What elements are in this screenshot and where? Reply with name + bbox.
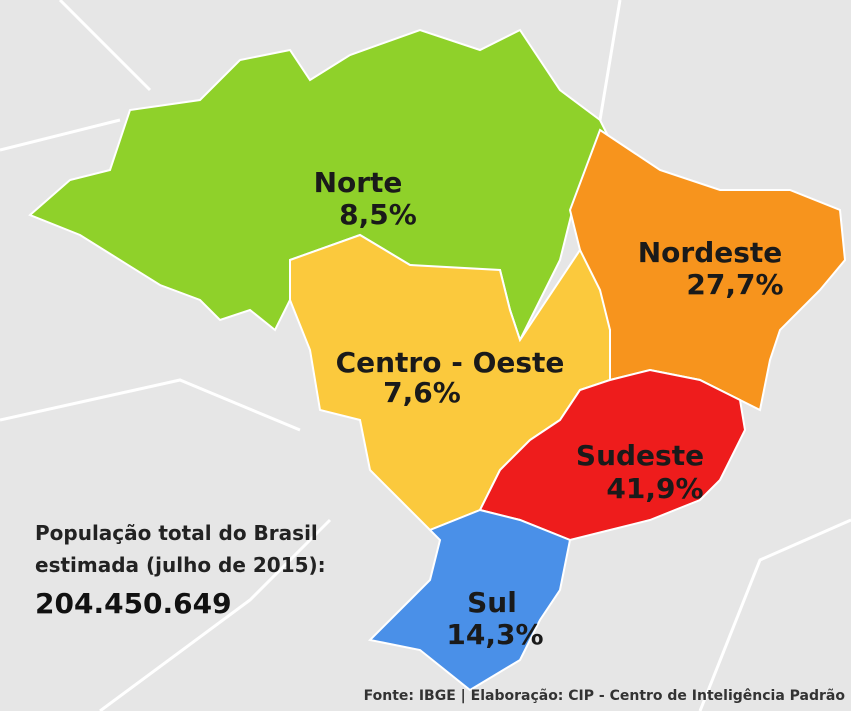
region-share: 27,7% — [686, 268, 783, 301]
region-name: Centro - Oeste — [336, 346, 565, 379]
caption-line: estimada (julho de 2015): — [35, 553, 326, 577]
caption-total: 204.450.649 — [35, 587, 232, 620]
source: Fonte: IBGE | Elaboração: CIP - Centro d… — [364, 688, 846, 704]
region-name: Norte — [314, 166, 403, 199]
caption-line: População total do Brasil — [35, 521, 318, 545]
region-name: Sul — [467, 586, 517, 619]
region-norte — [28, 28, 612, 343]
region-sul — [367, 508, 572, 692]
region-share: 8,5% — [339, 198, 417, 231]
region-name: Nordeste — [638, 236, 783, 269]
region-name: Sudeste — [576, 439, 704, 472]
region-share: 7,6% — [383, 376, 461, 409]
region-sudeste — [478, 368, 747, 542]
region-share: 14,3% — [446, 618, 543, 651]
region-share: 41,9% — [606, 472, 703, 505]
